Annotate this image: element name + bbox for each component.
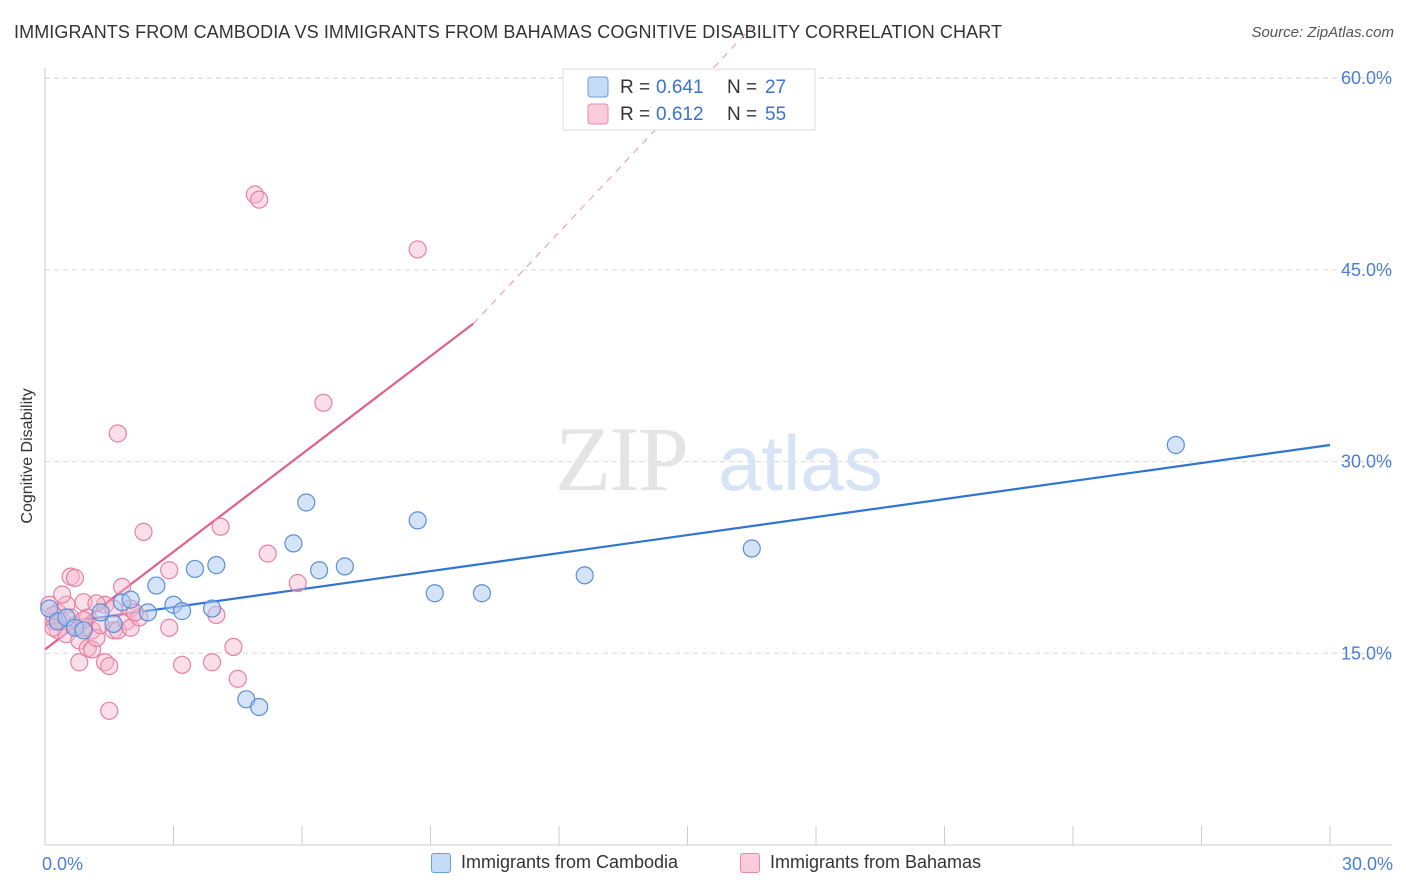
data-point-cambodia bbox=[74, 621, 93, 640]
data-point-bahamas bbox=[53, 585, 72, 604]
data-point-bahamas bbox=[134, 522, 153, 541]
data-point-bahamas bbox=[258, 544, 277, 563]
y-tick-label: 60.0% bbox=[1341, 68, 1392, 88]
data-point-cambodia bbox=[202, 599, 222, 618]
trend-line-cambodia bbox=[44, 443, 1331, 627]
legend-label-bahamas: Immigrants from Bahamas bbox=[770, 852, 982, 872]
data-point-cambodia bbox=[207, 556, 226, 575]
data-point-bahamas bbox=[70, 653, 89, 672]
data-point-cambodia bbox=[147, 576, 166, 595]
legend-label-cambodia: Immigrants from Cambodia bbox=[461, 852, 679, 872]
data-point-bahamas bbox=[211, 517, 230, 536]
legend-r-label-bahamas: R = bbox=[620, 104, 650, 125]
legend-n-value-bahamas: 55 bbox=[765, 104, 786, 125]
data-point-cambodia bbox=[250, 697, 269, 717]
watermark: ZIP atlas bbox=[555, 408, 883, 510]
data-point-bahamas bbox=[172, 655, 192, 674]
axes bbox=[44, 68, 1392, 846]
y-tick-label: 30.0% bbox=[1341, 452, 1392, 472]
legend-swatch-bahamas bbox=[587, 103, 609, 125]
data-point-cambodia bbox=[104, 614, 123, 634]
legend-item-cambodia: Immigrants from Cambodia bbox=[431, 852, 678, 873]
source-credit: Source: ZipAtlas.com bbox=[1251, 24, 1394, 41]
legend-n-label-bahamas: N = bbox=[727, 104, 757, 125]
watermark-atlas: atlas bbox=[718, 419, 883, 507]
data-point-cambodia bbox=[185, 559, 205, 579]
data-point-bahamas bbox=[408, 240, 427, 259]
tick-labels: 15.0% 30.0% 45.0% 60.0% 0.0% 30.0% bbox=[42, 68, 1393, 874]
legend-r-label-cambodia: R = bbox=[620, 77, 650, 98]
data-point-bahamas bbox=[288, 573, 307, 593]
legend-swatch-bahamas-bottom bbox=[740, 852, 760, 873]
data-point-bahamas bbox=[65, 568, 85, 587]
legend-n-label-cambodia: N = bbox=[727, 77, 757, 98]
watermark-zip: ZIP bbox=[555, 408, 687, 510]
data-point-cambodia bbox=[472, 584, 491, 603]
legend-item-bahamas: Immigrants from Bahamas bbox=[740, 852, 981, 873]
y-tick-label: 45.0% bbox=[1341, 260, 1392, 280]
chart-title: IMMIGRANTS FROM CAMBODIA VS IMMIGRANTS F… bbox=[14, 22, 1003, 42]
data-point-bahamas bbox=[228, 669, 247, 688]
data-point-cambodia bbox=[425, 584, 444, 603]
x-tick-label-min: 0.0% bbox=[42, 854, 83, 874]
data-point-cambodia bbox=[297, 493, 316, 512]
bottom-legend: Immigrants from Cambodia Immigrants from… bbox=[0, 852, 1406, 878]
y-tick-label: 15.0% bbox=[1341, 643, 1392, 663]
data-point-cambodia bbox=[40, 599, 59, 618]
data-point-cambodia bbox=[172, 602, 192, 621]
data-point-bahamas bbox=[160, 618, 179, 637]
legend-r-value-cambodia: 0.641 bbox=[656, 77, 704, 98]
data-point-cambodia bbox=[284, 534, 303, 553]
data-point-bahamas bbox=[100, 656, 119, 676]
data-point-cambodia bbox=[742, 539, 761, 558]
data-point-cambodia bbox=[408, 511, 427, 530]
data-point-bahamas bbox=[202, 653, 222, 672]
data-point-bahamas bbox=[108, 424, 127, 443]
legend-swatch-cambodia-bottom bbox=[431, 852, 451, 873]
legend-box: R = 0.641 N = 27 R = 0.612 N = 55 bbox=[562, 68, 816, 131]
legend-n-value-cambodia: 27 bbox=[765, 77, 786, 98]
x-tick-label-max: 30.0% bbox=[1342, 854, 1393, 874]
data-point-cambodia bbox=[310, 561, 329, 580]
data-point-cambodia bbox=[335, 557, 354, 576]
data-point-bahamas bbox=[250, 190, 269, 209]
data-point-bahamas bbox=[100, 701, 119, 720]
legend-swatch-cambodia bbox=[587, 76, 609, 98]
data-point-bahamas bbox=[314, 393, 333, 412]
data-points bbox=[40, 185, 1185, 720]
data-point-bahamas bbox=[224, 637, 243, 657]
data-point-cambodia bbox=[121, 590, 140, 609]
legend-r-value-bahamas: 0.612 bbox=[656, 104, 704, 125]
data-point-bahamas bbox=[160, 561, 179, 580]
data-point-cambodia bbox=[575, 566, 594, 585]
data-point-cambodia bbox=[1166, 435, 1185, 455]
data-point-bahamas bbox=[83, 640, 102, 659]
data-point-cambodia bbox=[138, 603, 157, 622]
data-point-cambodia bbox=[91, 603, 110, 622]
grid-lines bbox=[45, 77, 1392, 654]
